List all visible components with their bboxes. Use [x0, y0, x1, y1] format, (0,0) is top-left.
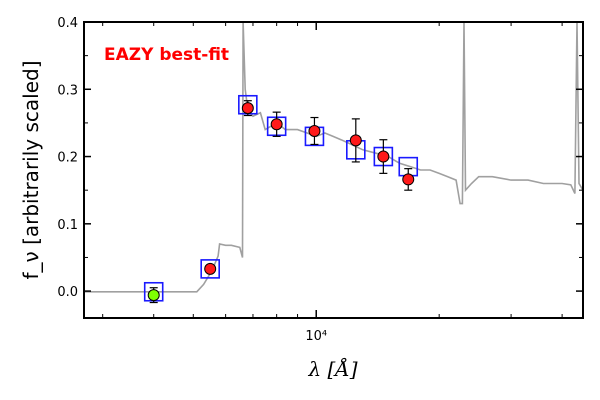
nondetection-point	[147, 289, 160, 302]
y-tick-label: 0.0	[57, 285, 78, 300]
y-tick-label: 0.2	[57, 151, 78, 166]
annotation-label: EAZY best-fit	[104, 45, 229, 65]
template-spectrum	[84, 22, 583, 293]
model-flux-box	[200, 259, 220, 279]
y-tick-label: 0.3	[57, 83, 78, 98]
x-tick-label: 10⁴	[305, 329, 327, 344]
x-axis-label: λ [Å]	[307, 356, 357, 381]
axis-ticks: 0.0 0.1 0.2 0.3 0.4 10⁴	[57, 16, 583, 344]
data-point	[270, 118, 283, 131]
photometry-points	[147, 100, 415, 304]
data-point	[377, 150, 390, 163]
data-point	[402, 173, 415, 186]
y-tick-label: 0.1	[57, 218, 78, 233]
data-point	[241, 102, 254, 115]
data-point	[308, 124, 321, 137]
template-line	[84, 22, 583, 293]
y-axis-label: f_ν [arbitrarily scaled]	[19, 61, 43, 280]
plot-frame	[83, 21, 584, 319]
y-tick-label: 0.4	[57, 16, 78, 31]
data-point	[349, 134, 362, 147]
data-point	[204, 262, 217, 275]
